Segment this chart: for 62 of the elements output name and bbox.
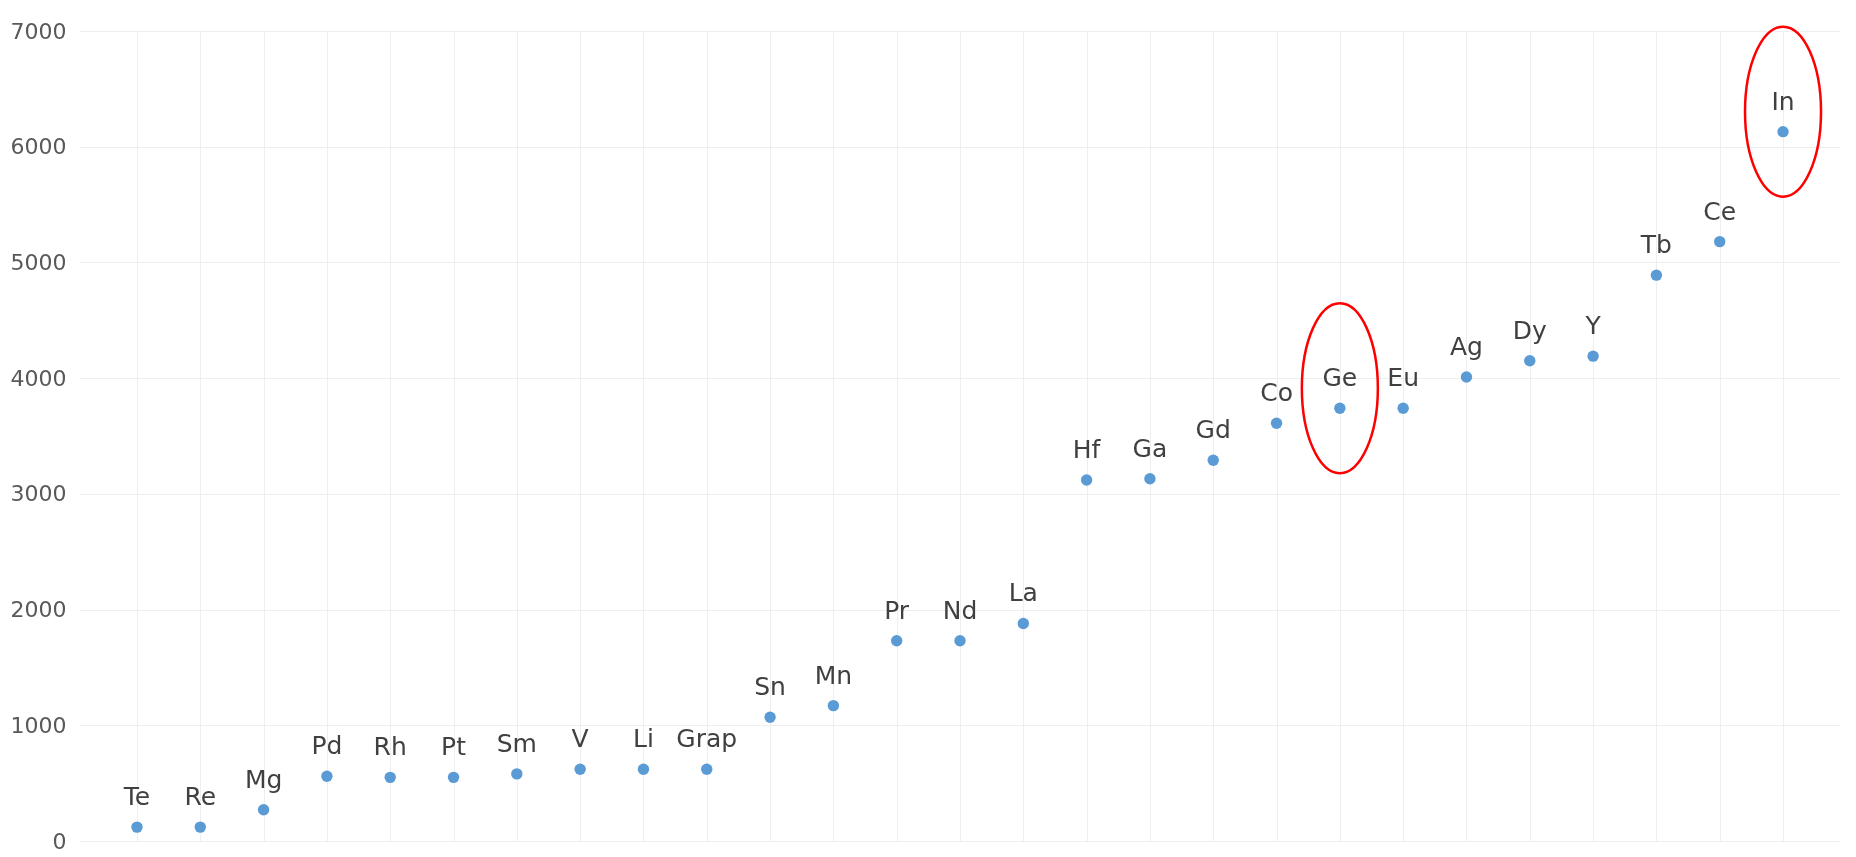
x-tick-label: Rh	[373, 732, 407, 762]
point	[954, 635, 966, 647]
x-tick-label: Mn	[814, 660, 853, 690]
point	[447, 771, 460, 784]
point	[701, 763, 713, 775]
point	[1460, 371, 1473, 383]
point	[890, 635, 903, 647]
x-tick-label: In	[1771, 86, 1795, 116]
x-tick-label: Pr	[884, 595, 910, 625]
point	[1017, 617, 1030, 630]
point	[1650, 269, 1663, 281]
point	[257, 804, 270, 816]
x-tick-label: V	[571, 724, 589, 754]
point	[1777, 125, 1789, 138]
x-tick-label: Pd	[311, 731, 343, 761]
x-tick-label: Ag	[1449, 331, 1483, 361]
x-tick-label: Mg	[244, 764, 283, 794]
y-tick-label: 2000	[10, 597, 67, 623]
x-tick-label: Y	[1584, 311, 1602, 341]
y-tick-label: 7000	[10, 18, 67, 44]
x-tick-label: Te	[122, 782, 151, 812]
x-tick-label: La	[1008, 578, 1038, 608]
point	[1714, 235, 1726, 248]
point	[1080, 474, 1093, 486]
point	[511, 768, 523, 780]
point	[1270, 417, 1283, 429]
y-tick-label: 6000	[10, 134, 67, 160]
x-tick-label: Ge	[1322, 363, 1358, 393]
y-tick-label: 4000	[10, 365, 67, 391]
x-tick-label: Hf	[1072, 434, 1102, 464]
x-tick-label: Sn	[754, 672, 786, 702]
point	[131, 821, 143, 833]
x-tick-label: Dy	[1512, 315, 1548, 345]
point	[827, 699, 840, 712]
y-tick-label: 1000	[10, 712, 67, 738]
y-tick-label: 0	[52, 828, 67, 854]
point	[1524, 355, 1536, 367]
x-tick-label: Eu	[1387, 363, 1419, 393]
point	[764, 711, 776, 723]
point	[321, 770, 333, 782]
x-tick-label: Pt	[441, 732, 467, 762]
point	[637, 763, 650, 775]
x-tick-label: Ga	[1132, 433, 1168, 463]
point	[1397, 402, 1409, 414]
point	[1144, 473, 1156, 485]
x-tick-label: Nd	[942, 595, 978, 625]
x-tick-label: Ce	[1703, 196, 1737, 226]
x-tick-label: Co	[1260, 378, 1293, 408]
x-tick-label: Gd	[1195, 415, 1231, 445]
point	[574, 763, 586, 775]
point	[194, 821, 206, 833]
x-tick-label: Grap	[676, 724, 738, 754]
point	[1587, 350, 1599, 362]
point	[1207, 454, 1219, 466]
y-tick-label: 5000	[10, 249, 67, 275]
x-tick-label: Re	[184, 782, 217, 812]
x-tick-label: Sm	[496, 728, 537, 758]
x-tick-label: Tb	[1639, 230, 1672, 260]
point	[384, 771, 396, 784]
x-tick-label: Li	[633, 724, 654, 754]
point	[1334, 402, 1346, 414]
y-tick-label: 3000	[10, 481, 67, 507]
